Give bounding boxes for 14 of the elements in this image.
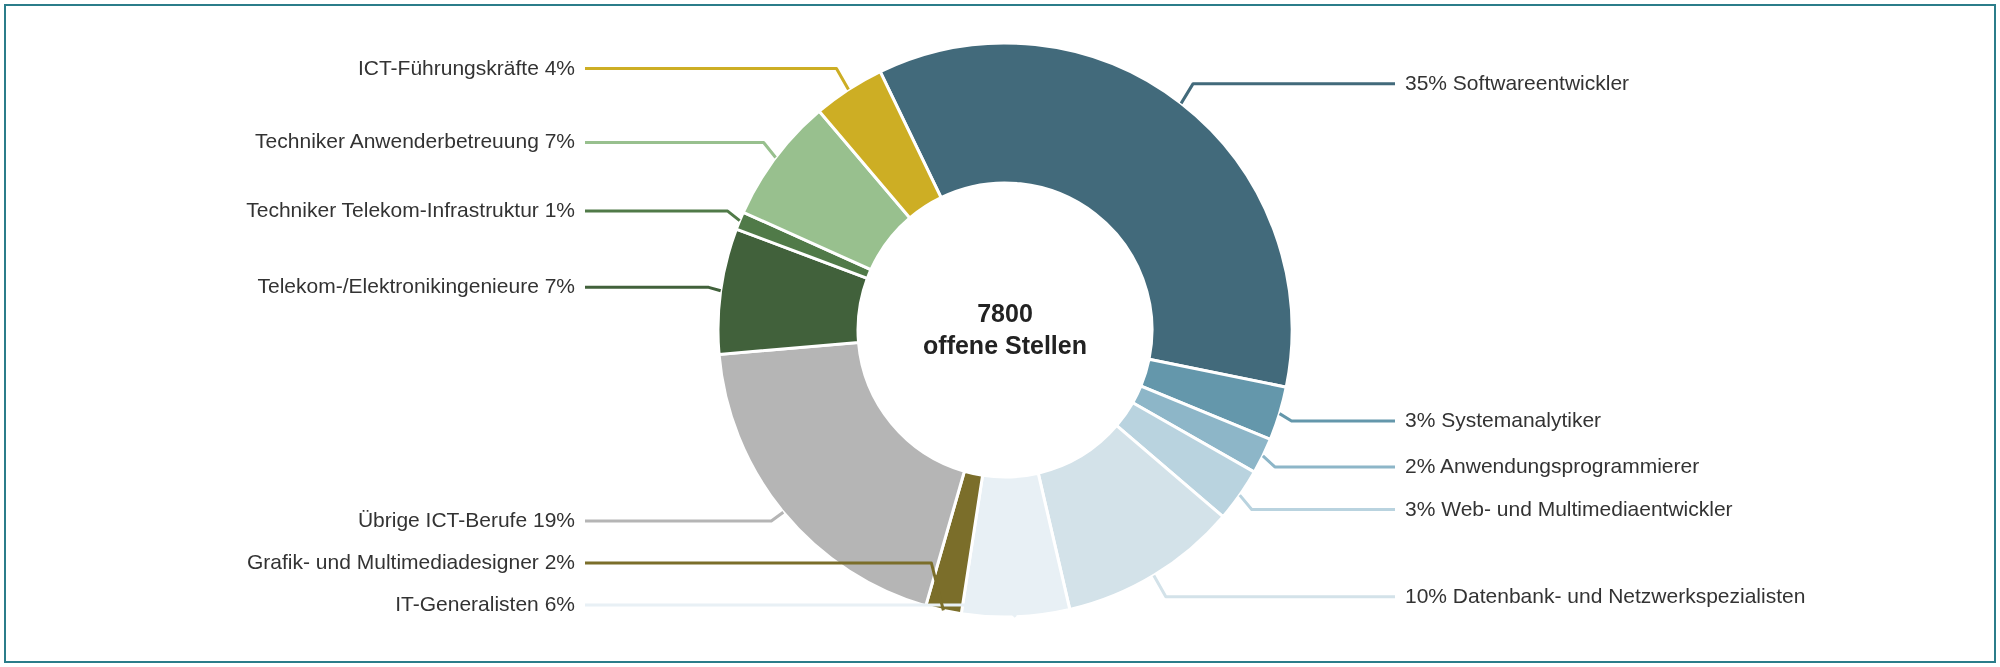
slice-label: Techniker Telekom-Infrastruktur 1% bbox=[246, 198, 575, 222]
slice-label: IT-Generalisten 6% bbox=[395, 592, 575, 615]
slice-label: 2% Anwendungsprogrammierer bbox=[1405, 453, 1700, 477]
text: 7800 bbox=[977, 299, 1033, 327]
slice-label: Techniker Anwenderbetreuung 7% bbox=[255, 129, 575, 153]
slice-label: Übrige ICT-Berufe 19% bbox=[357, 508, 575, 531]
text: offene Stellen bbox=[923, 331, 1087, 359]
slice-label: 35% Softwareentwickler bbox=[1405, 70, 1630, 94]
slice-label: Grafik- und Multimediadesigner 2% bbox=[247, 550, 575, 573]
slice-label: ICT-Führungskräfte 4% bbox=[357, 55, 575, 79]
slice-label: 3% Systemanalytiker bbox=[1405, 407, 1602, 431]
slice-label: 3% Web- und Multimediaentwickler bbox=[1405, 496, 1733, 520]
slice-label: 10% Datenbank- und Netzwerkspezialisten bbox=[1405, 583, 1806, 607]
slice-label: Telekom-/Elektronikingenieure 7% bbox=[257, 274, 575, 298]
